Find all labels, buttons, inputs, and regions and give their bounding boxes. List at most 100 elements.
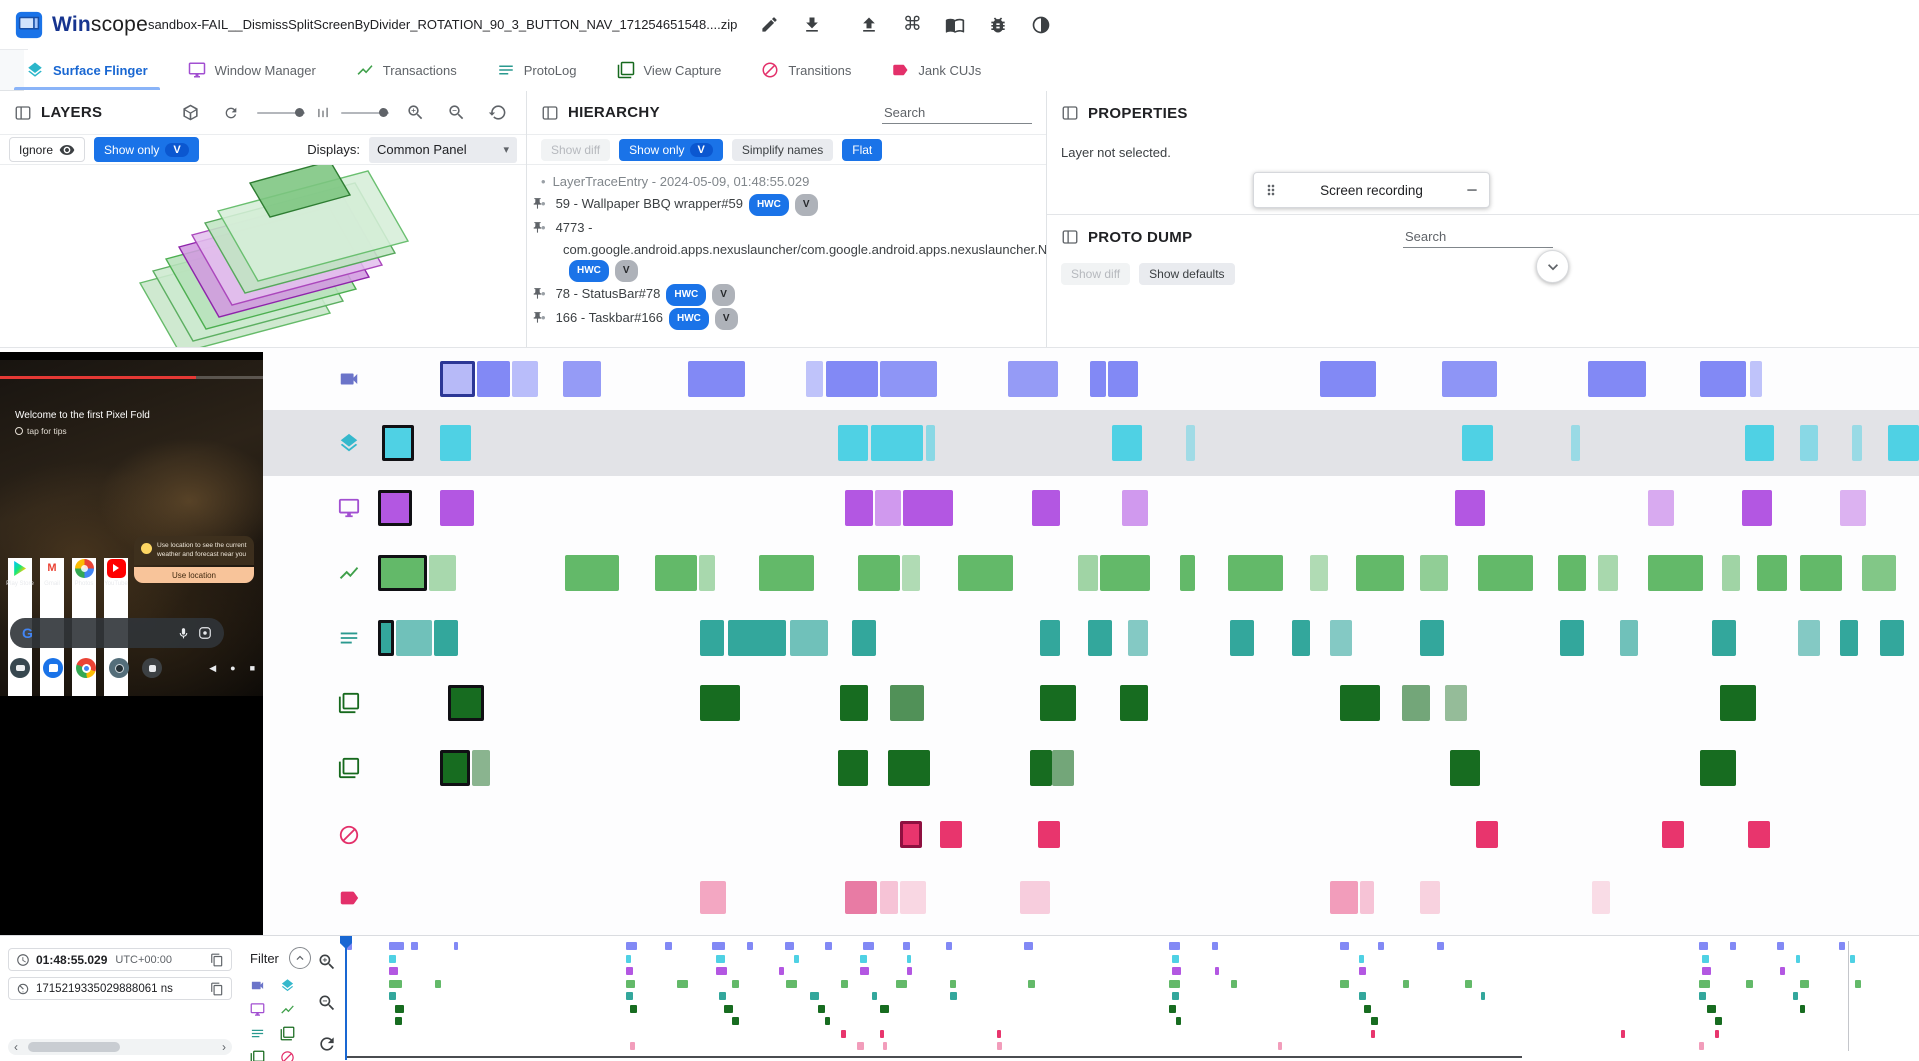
- view-capture-2-entry[interactable]: [1700, 750, 1736, 786]
- view-range-indicator[interactable]: [345, 1056, 1522, 1058]
- jank-cujs-entry[interactable]: [880, 881, 898, 914]
- proto-dump-search-input[interactable]: [1403, 226, 1553, 248]
- transactions-entry[interactable]: [1228, 555, 1283, 591]
- timeline-minimap[interactable]: [345, 941, 1905, 1053]
- timeline-zoom-in-button[interactable]: [315, 950, 339, 974]
- view-capture-1-entry[interactable]: [840, 685, 868, 721]
- transitions-filter-icon[interactable]: [278, 1048, 296, 1061]
- report-bug-button[interactable]: [983, 10, 1013, 40]
- tab-protolog[interactable]: ProtoLog: [477, 50, 597, 90]
- surface-flinger-entry[interactable]: [1112, 425, 1142, 461]
- screen-recording-entry[interactable]: [806, 361, 823, 397]
- protolog-entry[interactable]: [1712, 620, 1736, 656]
- view-capture-2-entry[interactable]: [1052, 750, 1074, 786]
- screen-recording-entry[interactable]: [1008, 361, 1058, 397]
- tab-window-manager[interactable]: Window Manager: [168, 50, 336, 90]
- use-location-button[interactable]: Use location: [134, 567, 254, 584]
- surface-flinger-entry[interactable]: [926, 425, 935, 461]
- screen-recording-entry[interactable]: [1442, 361, 1497, 397]
- screen-recording-entry[interactable]: [477, 361, 510, 397]
- screen-recording-entry[interactable]: [563, 361, 601, 397]
- transactions-entry[interactable]: [1180, 555, 1195, 591]
- scroll-right-icon[interactable]: ›: [222, 1040, 226, 1054]
- protolog-entry[interactable]: [1292, 620, 1310, 656]
- home-icon[interactable]: ●: [230, 663, 236, 673]
- tab-view-capture[interactable]: View Capture: [597, 50, 742, 90]
- window-manager-entry[interactable]: [440, 490, 474, 526]
- rotate-view-icon[interactable]: [216, 98, 246, 128]
- protolog-entry[interactable]: [396, 620, 432, 656]
- tab-transitions[interactable]: Transitions: [741, 50, 871, 90]
- copy-time-button[interactable]: [210, 953, 224, 967]
- protolog-entry[interactable]: [1620, 620, 1638, 656]
- camera-app-icon[interactable]: [109, 658, 129, 678]
- display-filter-icon[interactable]: [248, 1000, 266, 1018]
- screen-recording-entry[interactable]: [1320, 361, 1376, 397]
- hierarchy-node[interactable]: • 78 - StatusBar#78 HWC V: [527, 283, 1046, 307]
- transitions-trace-icon[interactable]: [337, 823, 361, 847]
- transactions-entry[interactable]: [858, 555, 900, 591]
- scrollbar-track[interactable]: [24, 1039, 216, 1055]
- timeline-zoom-out-button[interactable]: [315, 991, 339, 1015]
- layers-3d-view[interactable]: [0, 165, 526, 347]
- transactions-entry[interactable]: [1356, 555, 1404, 591]
- hierarchy-node[interactable]: • 4773 - com.google.android.apps.nexuslau…: [527, 217, 1046, 283]
- ignore-visibility-button[interactable]: Ignore: [9, 137, 86, 162]
- viewcapture-filter-icon[interactable]: [248, 1048, 266, 1061]
- reset-view-icon[interactable]: [482, 98, 512, 128]
- transactions-entry[interactable]: [429, 555, 456, 591]
- screen-recording-entry[interactable]: [880, 361, 937, 397]
- transactions-entry[interactable]: [1420, 555, 1448, 591]
- transitions-entry[interactable]: [1038, 821, 1060, 848]
- view-capture-1-entry[interactable]: [1040, 685, 1076, 721]
- screen-recording-entry[interactable]: [1750, 361, 1762, 397]
- displays-select[interactable]: Common Panel ▾: [369, 136, 517, 163]
- surface-flinger-entry[interactable]: [1186, 425, 1195, 461]
- zoom-in-icon[interactable]: [400, 98, 430, 128]
- flat-button[interactable]: Flat: [842, 138, 883, 161]
- hierarchy-node[interactable]: • LayerTraceEntry - 2024-05-09, 01:48:55.…: [527, 171, 1046, 193]
- window-manager-entry[interactable]: [1122, 490, 1148, 526]
- protolog-entry[interactable]: [1230, 620, 1254, 656]
- view-capture-1-entry[interactable]: [1340, 685, 1380, 721]
- transactions-trace-icon[interactable]: [337, 561, 361, 585]
- screen-recording-titlebar[interactable]: Screen recording: [1253, 172, 1490, 208]
- transactions-entry[interactable]: [378, 555, 427, 591]
- transactions-filter-icon[interactable]: [278, 1000, 296, 1018]
- 3d-view-icon[interactable]: [175, 98, 205, 128]
- transactions-entry[interactable]: [1558, 555, 1586, 591]
- transitions-entry[interactable]: [900, 821, 922, 848]
- screen-recording-trace-icon[interactable]: [337, 367, 361, 391]
- screen-recording-entry[interactable]: [1108, 361, 1138, 397]
- show-only-visible-button[interactable]: Show only V: [619, 138, 723, 161]
- show-diff-button[interactable]: Show diff: [1061, 263, 1131, 285]
- window-manager-entry[interactable]: [1840, 490, 1866, 526]
- transactions-entry[interactable]: [1100, 555, 1150, 591]
- view-capture-1-entry[interactable]: [1402, 685, 1430, 721]
- recents-icon[interactable]: ■: [249, 663, 255, 673]
- scroll-left-icon[interactable]: ‹: [14, 1040, 18, 1054]
- zoom-out-icon[interactable]: [441, 98, 471, 128]
- transactions-entry[interactable]: [1478, 555, 1533, 591]
- protolog-entry[interactable]: [1880, 620, 1904, 656]
- tab-transactions[interactable]: Transactions: [336, 50, 477, 90]
- transactions-entry[interactable]: [759, 555, 814, 591]
- timeline-cursor-handle[interactable]: [340, 936, 352, 949]
- drag-handle-icon[interactable]: [1263, 182, 1279, 198]
- transactions-entry[interactable]: [655, 555, 697, 591]
- jank-cujs-trace-icon[interactable]: [337, 886, 361, 910]
- jank-cujs-entry[interactable]: [700, 881, 726, 914]
- window-manager-entry[interactable]: [378, 490, 412, 526]
- surface-flinger-trace-icon[interactable]: [337, 431, 361, 455]
- view-capture-1-entry[interactable]: [1445, 685, 1467, 721]
- transactions-entry[interactable]: [1078, 555, 1098, 591]
- jank-cujs-entry[interactable]: [845, 881, 877, 914]
- rotation-slider[interactable]: [257, 108, 305, 117]
- surface-flinger-entry[interactable]: [1888, 425, 1919, 461]
- transactions-entry[interactable]: [958, 555, 1013, 591]
- screen-recording-entry[interactable]: [826, 361, 878, 397]
- view-capture-2-entry[interactable]: [1450, 750, 1480, 786]
- transitions-entry[interactable]: [1662, 821, 1684, 848]
- simplify-names-button[interactable]: Simplify names: [731, 138, 834, 161]
- screen-recording-entry[interactable]: [1090, 361, 1106, 397]
